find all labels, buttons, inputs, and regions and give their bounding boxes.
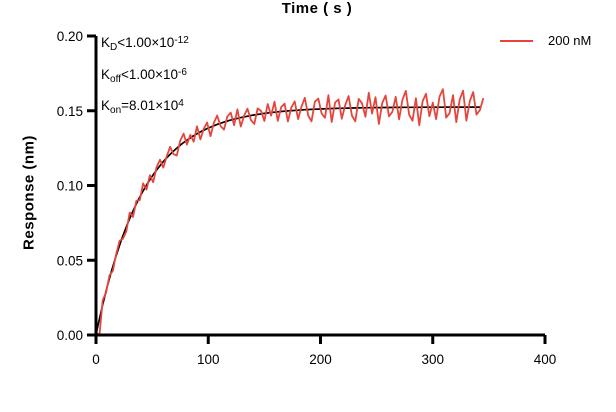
fit-curve	[95, 106, 480, 336]
y-tick-label: 0.20	[57, 29, 83, 44]
annotation-line-kon: Kon=8.01×104	[101, 98, 184, 116]
x-tick-label: 100	[197, 352, 220, 367]
y-tick-label: 0.05	[57, 253, 83, 268]
y-axis-label: Response (nm)	[20, 135, 38, 250]
measured-trace-200nM	[95, 88, 485, 337]
annotation-line-kd: KD<1.00×10-12	[101, 35, 189, 53]
legend: 200 nM	[500, 33, 591, 48]
x-tick-label: 400	[534, 352, 557, 367]
x-tick-label: 200	[309, 352, 332, 367]
y-tick-label: 0.00	[57, 328, 83, 343]
x-tick-label: 300	[421, 352, 444, 367]
kinetics-annotation: KD<1.00×10-12 Koff<1.00×10-6 Kon=8.01×10…	[101, 29, 189, 124]
y-tick-label: 0.10	[57, 179, 83, 194]
legend-label: 200 nM	[548, 33, 592, 48]
legend-line-swatch	[500, 39, 533, 42]
annotation-line-koff: Koff<1.00×10-6	[101, 66, 187, 85]
y-tick-label: 0.15	[57, 104, 83, 119]
x-tick-label: 0	[92, 352, 100, 367]
x-axis-label: Time ( s )	[281, 0, 353, 17]
